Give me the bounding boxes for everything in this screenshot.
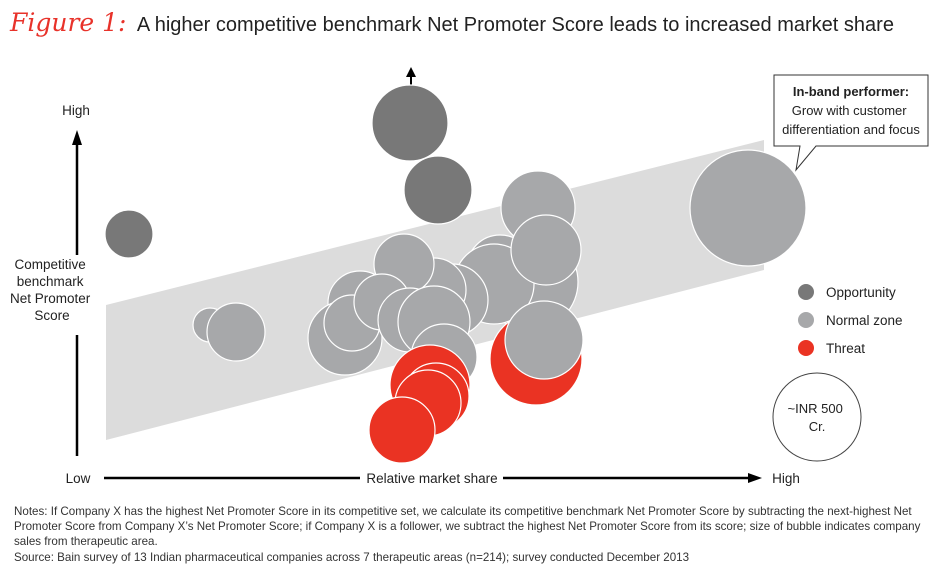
y-axis-title-line: Net Promoter [10, 291, 91, 306]
off-chart-arrowhead [406, 67, 416, 77]
legend-label: Threat [826, 341, 865, 356]
bubble-threat [368, 396, 436, 464]
x-high-label: High [772, 471, 800, 486]
bubble-opportunity [403, 155, 473, 225]
y-axis-title-line: Competitive [14, 257, 85, 272]
bubble-opportunity [104, 209, 154, 259]
size-legend-bubble [772, 372, 862, 462]
bubble-normal-zone [510, 214, 582, 286]
callout-text: Grow with customer differentiation and f… [782, 103, 920, 137]
y-high-label: High [62, 103, 90, 118]
callout-line: Grow with customer [792, 103, 908, 118]
y-axis-title-line: benchmark [17, 274, 84, 289]
bubble-normal-zone [504, 300, 584, 380]
size-legend-label: ~INR 500 Cr. [788, 401, 847, 434]
x-low-label: Low [66, 471, 91, 486]
x-axis-arrowhead [748, 473, 762, 483]
legend-label: Normal zone [826, 313, 903, 328]
figure-title: Figure 1: A higher competitive benchmark… [10, 8, 894, 37]
source-text: Source: Bain survey of 13 Indian pharmac… [14, 550, 690, 564]
legend: Opportunity Normal zone Threat [798, 284, 903, 356]
callout-line: differentiation and focus [782, 122, 920, 137]
y-axis-arrowhead [72, 130, 82, 145]
legend-swatch [798, 340, 814, 356]
size-legend-line: ~INR 500 [788, 401, 843, 416]
legend-label: Opportunity [826, 285, 896, 300]
bubble-normal-zone [689, 149, 807, 267]
notes-section: Notes: If Company X has the highest Net … [14, 504, 934, 565]
bubbles [104, 84, 807, 464]
bubble-opportunity [371, 84, 449, 162]
y-axis-title: Competitive benchmark Net Promoter Score [10, 257, 94, 323]
y-axis-title-line: Score [34, 308, 69, 323]
callout-title: In-band performer: [793, 84, 909, 99]
size-legend-line: Cr. [809, 419, 826, 434]
notes-text: Notes: If Company X has the highest Net … [14, 505, 921, 549]
bubble-chart: High Competitive benchmark Net Promoter … [9, 67, 929, 486]
figure-heading: A higher competitive benchmark Net Promo… [136, 14, 894, 36]
legend-swatch [798, 312, 814, 328]
figure-label: Figure 1: [10, 8, 127, 37]
callout-box [773, 74, 929, 172]
legend-swatch [798, 284, 814, 300]
x-axis-title: Relative market share [366, 471, 497, 486]
bubble-normal-zone [206, 302, 266, 362]
